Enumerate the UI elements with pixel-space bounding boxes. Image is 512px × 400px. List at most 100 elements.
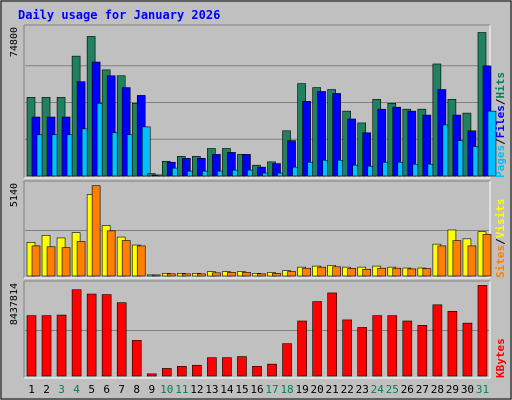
x-tick-label-day-18: 18	[280, 383, 293, 396]
bar-sites-day-10	[166, 273, 176, 277]
bar-kbytes-day-13	[207, 357, 217, 377]
panel-legend: KBytes	[494, 338, 507, 378]
y-max-label: 8437814	[9, 283, 20, 325]
bar-sites-day-21	[332, 266, 341, 277]
x-tick-label-day-4: 4	[73, 383, 80, 396]
bar-sites-day-20	[317, 266, 326, 277]
bar-sites-day-19	[302, 267, 311, 277]
x-tick-label-day-31: 31	[476, 383, 489, 396]
x-tick-label-day-8: 8	[133, 383, 140, 396]
bar-kbytes-day-25	[387, 315, 398, 377]
bar-kbytes-day-1	[26, 315, 37, 377]
bar-sites-day-8	[136, 245, 146, 277]
y-max-label: 5140	[9, 183, 20, 207]
bar-kbytes-day-17	[267, 363, 277, 377]
x-tick-label-day-19: 19	[295, 383, 308, 396]
bar-sites-day-24	[377, 267, 387, 277]
bar-sites-day-22	[347, 268, 356, 277]
bar-kbytes-day-14	[222, 357, 232, 377]
bar-sites-day-3	[61, 247, 71, 277]
bar-kbytes-day-23	[357, 327, 368, 377]
bar-kbytes-day-24	[372, 315, 383, 377]
x-tick-label-day-13: 13	[205, 383, 218, 396]
bar-kbytes-day-2	[41, 315, 52, 377]
legend-separator: /	[494, 238, 507, 245]
bar-sites-day-5	[91, 185, 101, 277]
bar-kbytes-day-28	[432, 304, 443, 377]
bar-sites-day-4	[76, 241, 86, 277]
y-max-label: 74800	[9, 27, 20, 57]
bar-kbytes-day-10	[161, 368, 172, 377]
x-tick-label-day-2: 2	[43, 383, 50, 396]
bar-files-day-14	[227, 152, 236, 177]
legend-item-files: Files	[494, 105, 507, 138]
bar-sites-day-23	[362, 268, 372, 277]
x-tick-label-day-11: 11	[175, 383, 188, 396]
bar-files-day-19	[302, 101, 311, 177]
x-tick-label-day-29: 29	[446, 383, 459, 396]
bar-kbytes-day-11	[177, 365, 187, 377]
legend-separator: /	[494, 98, 507, 105]
bar-files-day-15	[242, 154, 251, 177]
bar-kbytes-day-20	[312, 301, 322, 377]
bar-kbytes-day-16	[252, 365, 262, 377]
bar-files-day-26	[407, 110, 417, 177]
x-tick-label-day-14: 14	[220, 383, 234, 396]
bar-pages-day-8	[141, 126, 151, 177]
x-tick-label-day-22: 22	[341, 383, 354, 396]
bar-kbytes-day-21	[327, 292, 337, 377]
bar-kbytes-day-19	[297, 320, 307, 377]
bar-files-day-12	[197, 158, 206, 177]
bar-files-day-20	[317, 91, 326, 177]
bar-pages-day-31	[487, 110, 497, 177]
bar-files-day-16	[257, 166, 266, 177]
x-tick-label-day-7: 7	[118, 383, 125, 396]
legend-item-sites: Sites	[494, 245, 507, 278]
bar-files-day-11	[182, 158, 191, 177]
plot-layer: 74800Pages/Files/Hits5140Sites/Visits843…	[9, 24, 507, 396]
bar-kbytes-day-31	[477, 285, 488, 377]
x-tick-label-day-17: 17	[265, 383, 278, 396]
bar-sites-day-13	[212, 272, 221, 277]
bar-kbytes-day-18	[282, 343, 292, 377]
legend-separator: /	[494, 138, 507, 145]
bar-files-day-18	[287, 140, 296, 177]
bar-kbytes-day-29	[447, 310, 458, 377]
legend-item-kbytes: KBytes	[494, 338, 507, 378]
bar-sites-day-25	[392, 267, 402, 277]
bar-kbytes-day-9	[146, 373, 157, 377]
bar-sites-day-1	[31, 245, 41, 277]
bar-sites-day-2	[46, 246, 56, 277]
bar-sites-day-11	[182, 273, 191, 277]
x-tick-label-day-12: 12	[190, 383, 203, 396]
x-tick-label-day-3: 3	[58, 383, 65, 396]
bar-files-day-21	[332, 93, 341, 177]
bar-sites-day-31	[482, 234, 492, 277]
x-tick-label-day-20: 20	[311, 383, 324, 396]
bar-files-day-7	[121, 87, 131, 177]
bar-kbytes-day-26	[402, 320, 413, 377]
bar-files-day-13	[212, 154, 221, 177]
x-tick-label-day-30: 30	[461, 383, 474, 396]
x-tick-label-day-21: 21	[326, 383, 339, 396]
bar-sites-day-7	[121, 240, 131, 277]
bar-sites-day-14	[227, 271, 236, 277]
bar-files-day-25	[392, 106, 402, 177]
x-tick-label-day-6: 6	[103, 383, 110, 396]
bar-kbytes-day-30	[462, 322, 473, 377]
bar-sites-day-12	[197, 273, 206, 277]
x-tick-label-day-5: 5	[88, 383, 95, 396]
legend-item-visits: Visits	[494, 199, 507, 239]
x-tick-label-day-10: 10	[160, 383, 173, 396]
x-tick-label-day-24: 24	[371, 383, 385, 396]
x-tick-label-day-25: 25	[386, 383, 399, 396]
bar-kbytes-day-5	[86, 293, 97, 377]
bar-files-day-23	[362, 132, 372, 177]
bar-sites-day-16	[257, 273, 266, 277]
bar-sites-day-28	[437, 245, 447, 277]
bar-sites-day-26	[407, 268, 417, 277]
bar-sites-day-9	[151, 274, 161, 277]
bar-sites-day-6	[106, 230, 116, 277]
